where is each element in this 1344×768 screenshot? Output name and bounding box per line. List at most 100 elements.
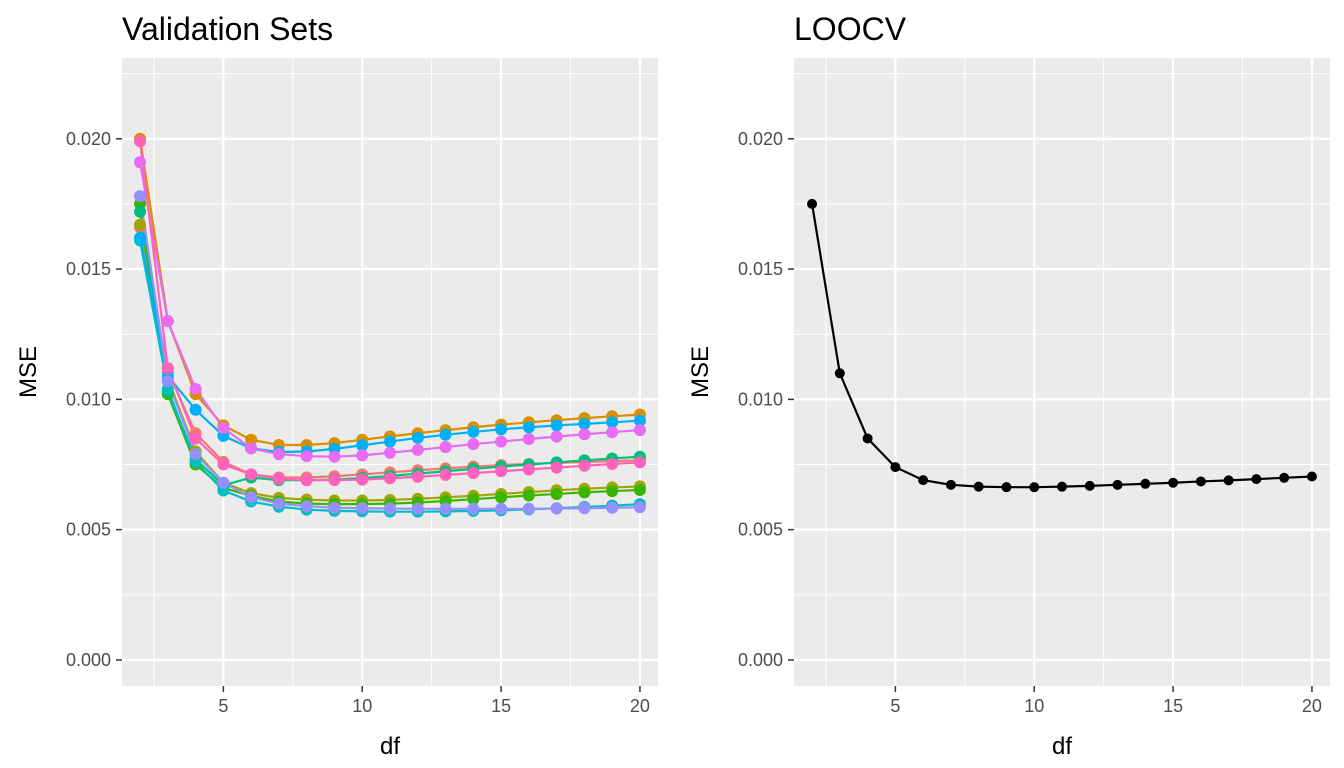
validation-sets-data-point	[550, 419, 563, 432]
validation-sets-data-point	[189, 403, 202, 416]
loocv-y-axis: 0.000 0.005 0.010 0.015 0.020	[738, 129, 794, 670]
validation-sets-data-point	[411, 443, 424, 456]
validation-sets-data-point	[439, 502, 452, 515]
validation-sets-data-point	[189, 432, 202, 445]
loocv-plot-background	[794, 58, 1330, 686]
validation-sets-data-point	[300, 450, 313, 463]
validation-sets-series-points	[134, 132, 646, 518]
loocv-title: LOOCV	[794, 11, 907, 47]
validation-sets-data-point	[522, 489, 535, 502]
validation-sets-data-point	[606, 485, 619, 498]
validation-sets-data-point	[606, 416, 619, 429]
loocv-x-tick-label: 10	[1024, 696, 1044, 716]
validation-sets-data-point	[495, 491, 508, 504]
validation-sets-data-point	[328, 501, 341, 514]
validation-sets-gridlines	[122, 58, 658, 686]
loocv-x-axis: 5 10 15 20	[890, 686, 1322, 716]
loocv-x-tick-label: 20	[1302, 696, 1322, 716]
validation-sets-data-point	[411, 502, 424, 515]
validation-sets-data-point	[633, 456, 646, 469]
validation-sets-data-point	[189, 382, 202, 395]
validation-sets-data-point	[217, 458, 230, 471]
validation-sets-data-point	[439, 428, 452, 441]
validation-sets-data-point	[633, 414, 646, 427]
validation-sets-data-point	[272, 448, 285, 461]
validation-sets-data-point	[467, 467, 480, 480]
loocv-data-point	[1195, 476, 1206, 487]
validation-sets-data-point	[606, 501, 619, 514]
loocv-data-point	[973, 481, 984, 492]
loocv-y-tick-label: 0.020	[738, 129, 783, 149]
loocv-data-point	[918, 475, 929, 486]
validation-sets-data-point	[550, 430, 563, 443]
validation-sets-title: Validation Sets	[122, 11, 333, 47]
validation-sets-y-tick-label: 0.010	[66, 389, 111, 409]
validation-sets-y-tick-label: 0.000	[66, 650, 111, 670]
validation-sets-data-point	[134, 190, 147, 203]
validation-sets-data-point	[245, 491, 258, 504]
validation-sets-data-point	[522, 463, 535, 476]
loocv-y-tick-label: 0.005	[738, 520, 783, 540]
loocv-x-tick-label: 5	[890, 696, 900, 716]
loocv-y-axis-title: MSE	[687, 346, 714, 398]
validation-sets-data-point	[161, 362, 174, 375]
validation-sets-data-point	[495, 435, 508, 448]
validation-sets-data-point	[189, 448, 202, 461]
validation-sets-x-axis: 5 10 15 20	[218, 686, 650, 716]
validation-sets-y-tick-label: 0.015	[66, 259, 111, 279]
validation-sets-data-point	[134, 135, 147, 148]
validation-sets-data-point	[384, 472, 396, 485]
validation-sets-data-point	[217, 422, 230, 435]
validation-sets-data-point	[134, 218, 147, 231]
validation-sets-data-point	[633, 424, 646, 437]
validation-sets-data-point	[272, 472, 285, 485]
loocv-data-point	[1168, 477, 1179, 488]
validation-sets-plot-background	[122, 58, 658, 686]
loocv-data-point	[1001, 482, 1012, 493]
loocv-y-tick-label: 0.015	[738, 259, 783, 279]
validation-sets-data-point	[578, 459, 591, 472]
validation-sets-data-point	[467, 502, 480, 515]
validation-sets-data-point	[134, 231, 147, 244]
loocv-data-point	[890, 462, 901, 473]
loocv-y-tick-label: 0.000	[738, 650, 783, 670]
validation-sets-data-point	[467, 438, 480, 451]
validation-sets-data-point	[384, 446, 396, 459]
loocv-data-point	[1029, 482, 1040, 493]
validation-sets-data-point	[522, 502, 535, 515]
validation-sets-data-point	[411, 470, 424, 483]
loocv-gridlines	[794, 58, 1330, 686]
validation-sets-x-tick-label: 15	[491, 696, 511, 716]
validation-sets-data-point	[384, 435, 396, 448]
validation-sets-y-tick-label: 0.020	[66, 129, 111, 149]
validation-sets-data-point	[633, 501, 646, 514]
validation-sets-data-point	[495, 423, 508, 436]
validation-sets-data-point	[134, 205, 147, 218]
validation-sets-data-point	[245, 433, 258, 446]
loocv-data-point	[1223, 475, 1234, 486]
loocv-x-axis-title: df	[1052, 733, 1072, 760]
validation-sets-data-point	[328, 474, 341, 487]
validation-sets-data-point	[217, 476, 230, 489]
loocv-data-point	[1251, 474, 1262, 485]
loocv-data-point	[1084, 480, 1095, 491]
validation-sets-x-tick-label: 20	[630, 696, 650, 716]
loocv-data-point	[1279, 472, 1290, 483]
validation-sets-data-point	[439, 441, 452, 454]
loocv-data-point	[862, 433, 873, 444]
validation-sets-x-axis-title: df	[380, 733, 400, 760]
validation-sets-data-point	[328, 450, 341, 463]
validation-sets-data-point	[439, 468, 452, 481]
validation-sets-data-point	[411, 431, 424, 444]
validation-sets-x-tick-label: 10	[352, 696, 372, 716]
validation-sets-data-point	[550, 502, 563, 515]
validation-sets-data-point	[356, 439, 369, 452]
validation-sets-data-point	[356, 449, 369, 462]
validation-sets-data-point	[522, 432, 535, 445]
loocv-data-point	[807, 198, 818, 209]
validation-sets-y-axis: 0.000 0.005 0.010 0.015 0.020	[66, 129, 122, 670]
validation-sets-data-point	[161, 315, 174, 328]
validation-sets-data-point	[384, 502, 396, 515]
